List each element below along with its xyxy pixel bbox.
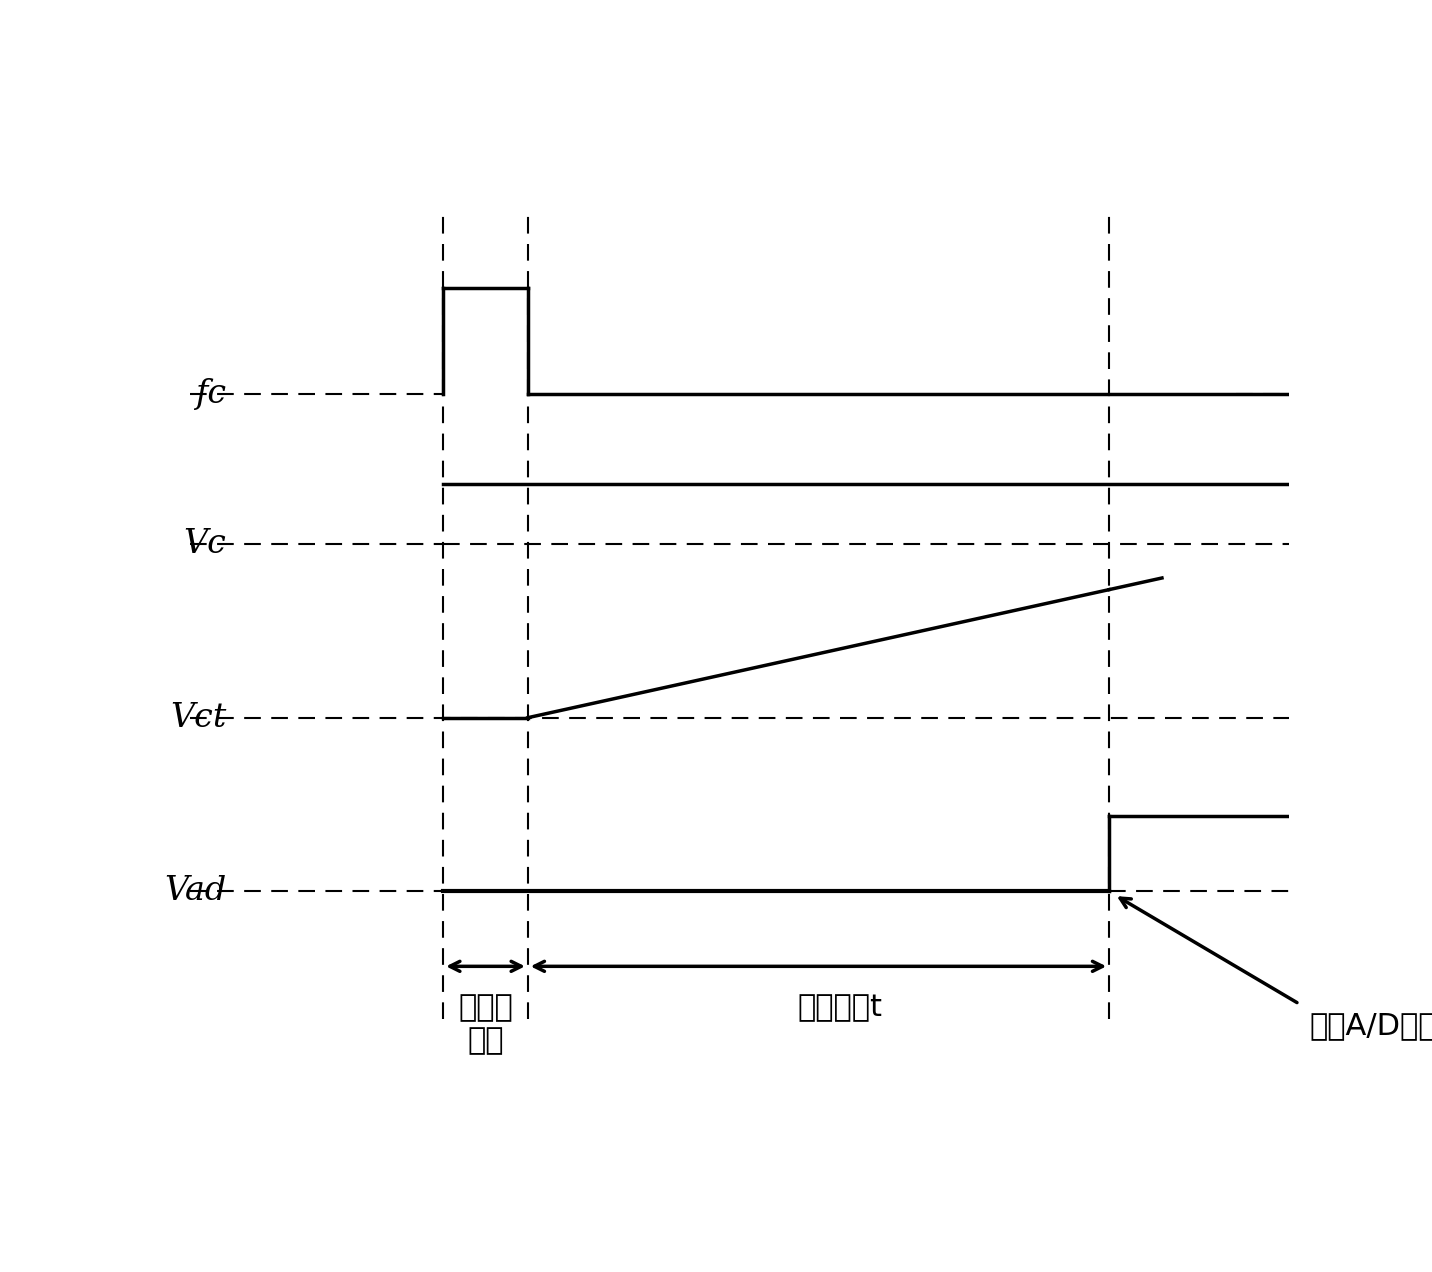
Text: Vct: Vct — [170, 702, 226, 734]
Text: Vad: Vad — [165, 875, 226, 907]
Text: 积分时间t: 积分时间t — [798, 992, 882, 1021]
Text: 开始A/D转换: 开始A/D转换 — [1310, 1011, 1432, 1040]
Text: Vc: Vc — [183, 528, 226, 561]
Text: fc: fc — [195, 378, 226, 410]
Text: 积分器
重置: 积分器 重置 — [458, 992, 513, 1056]
